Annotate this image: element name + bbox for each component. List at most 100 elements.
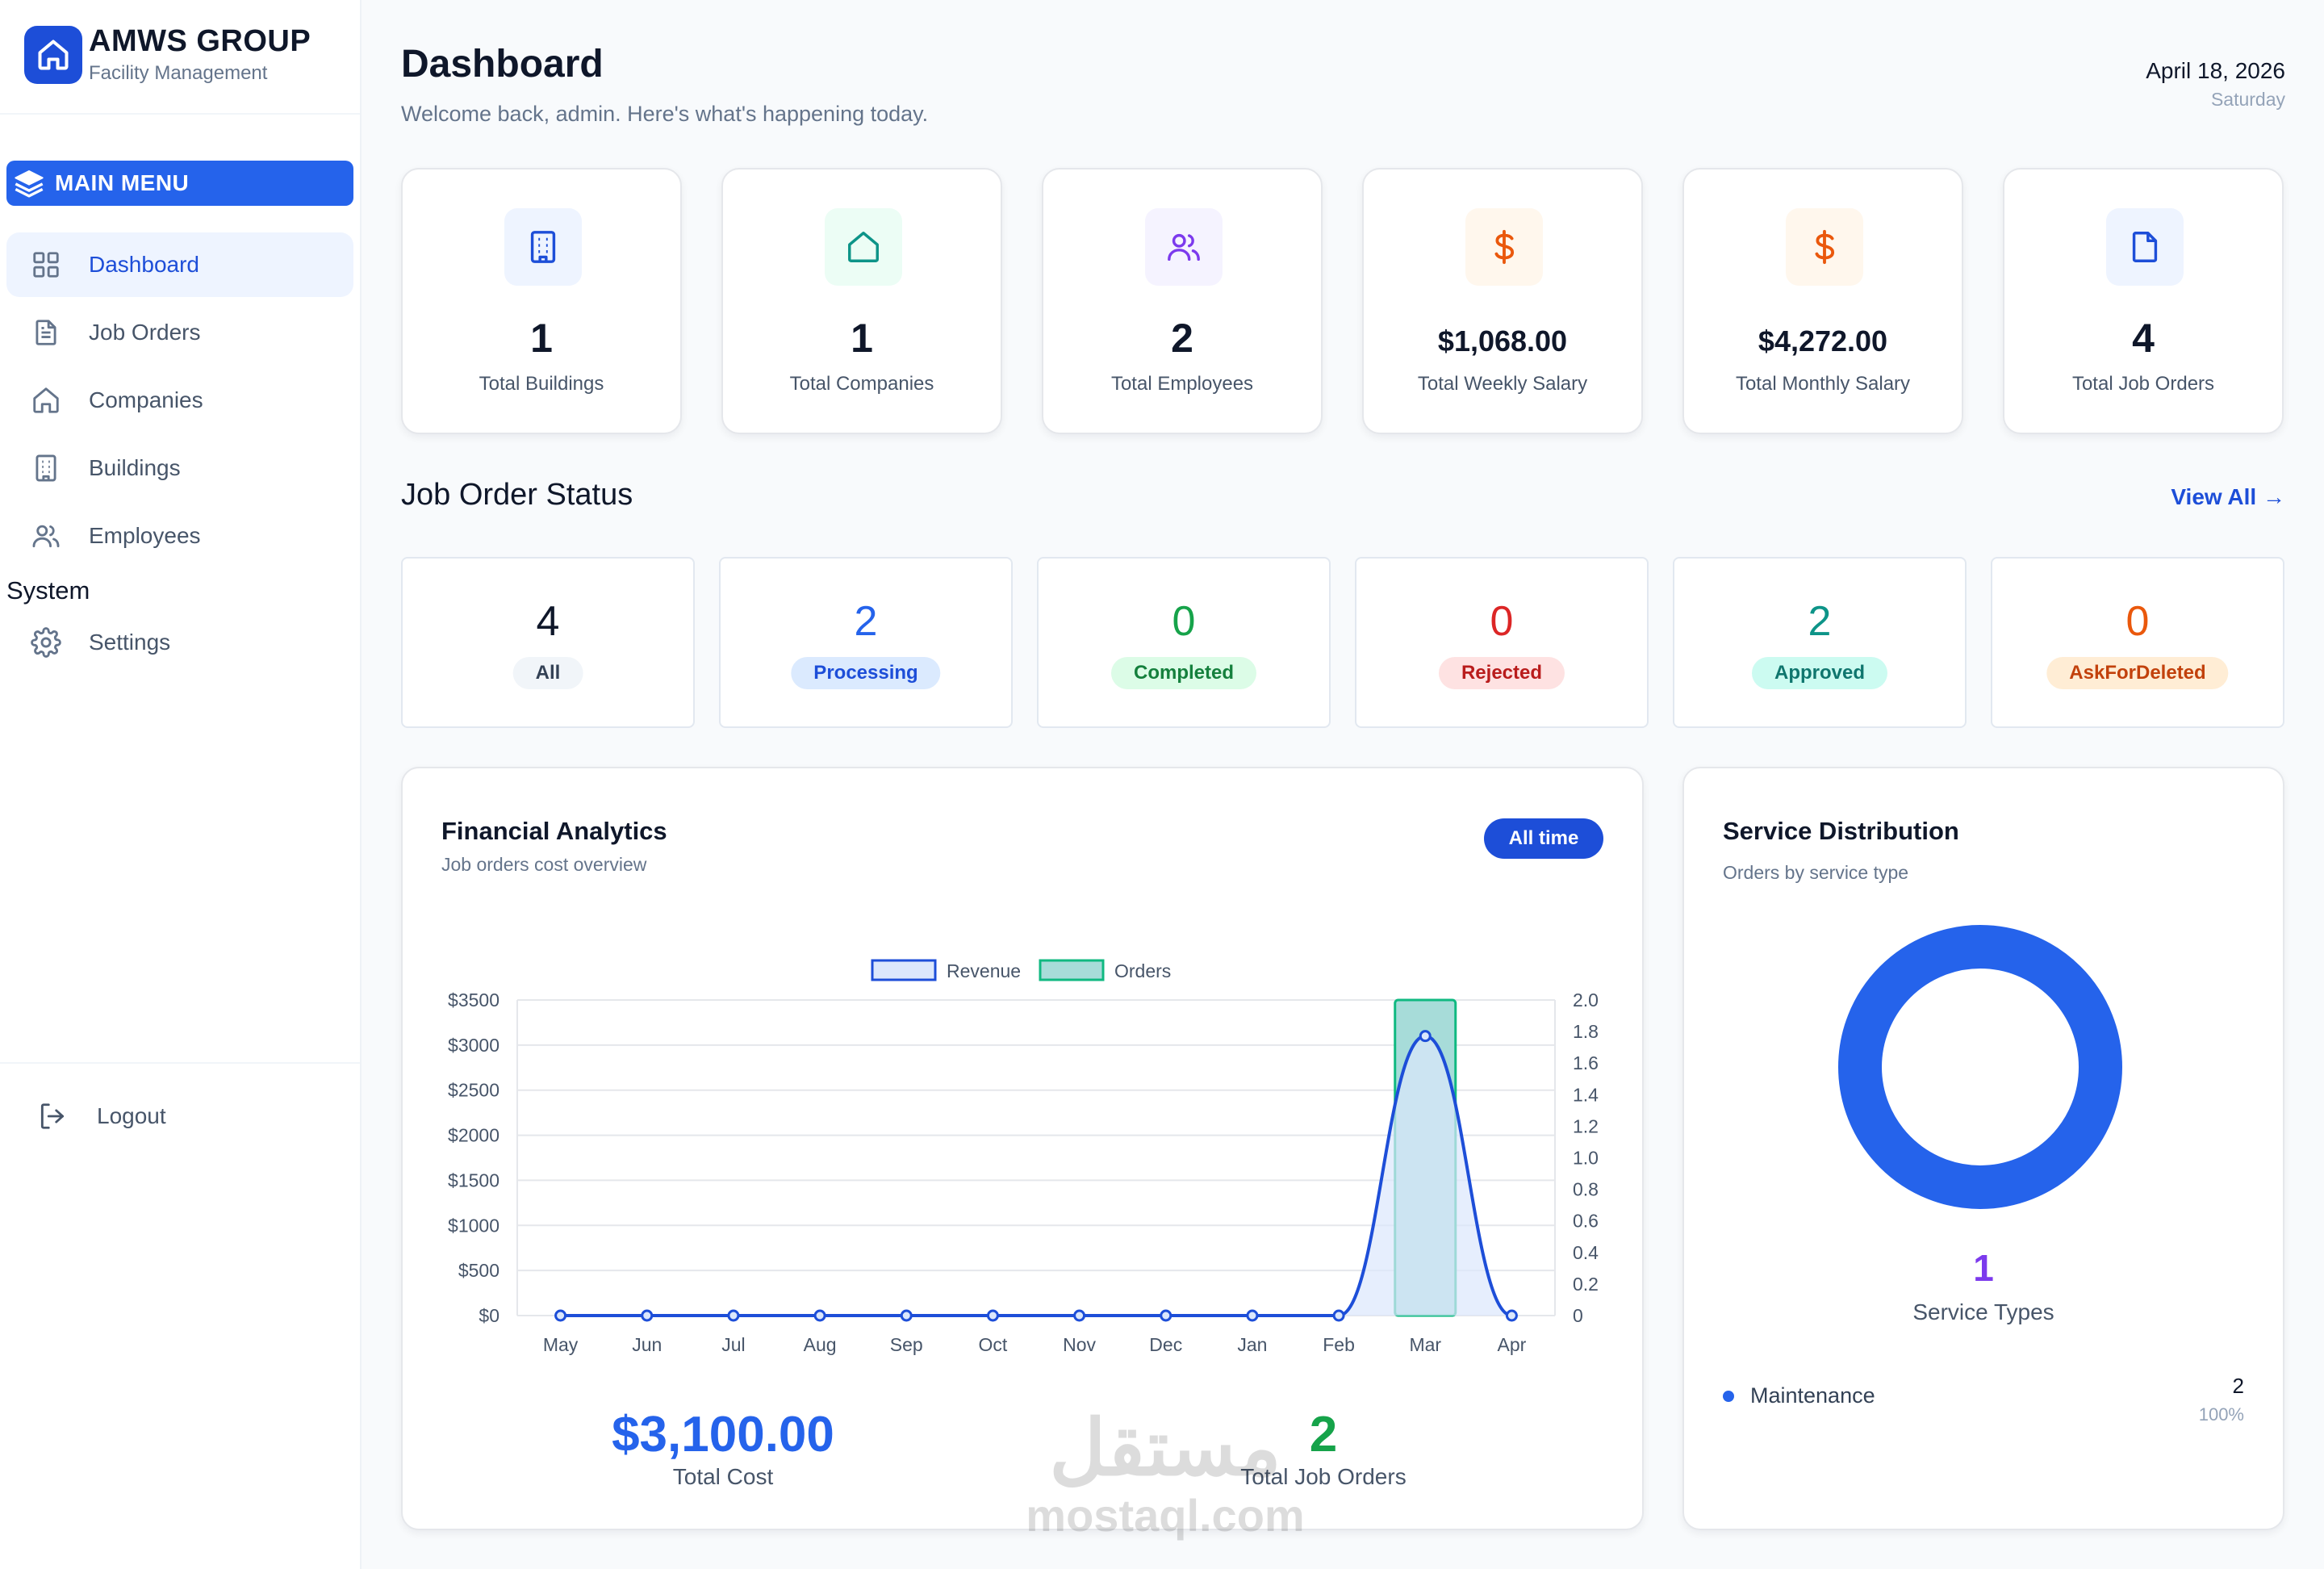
sidebar-item-label: Job Orders [89, 320, 201, 345]
status-count: 0 [2125, 598, 2150, 645]
stat-card-employees[interactable]: 2 Total Employees [1042, 168, 1323, 434]
area-revenue [560, 1036, 1512, 1316]
status-card-askfordeleted[interactable]: 0 AskForDeleted [1991, 557, 2284, 728]
stat-card-companies[interactable]: 1 Total Companies [721, 168, 1002, 434]
home-logo-icon [24, 25, 82, 84]
y-right-tick-label: 0 [1573, 1305, 1583, 1326]
sidebar-item-label: Employees [89, 523, 201, 548]
document-icon [36, 320, 56, 345]
sidebar-item-label: Dashboard [89, 252, 199, 277]
total-orders-value: 2 [1309, 1407, 1338, 1462]
stat-value: 2 [1171, 316, 1193, 361]
status-card-processing[interactable]: 2 Processing [719, 557, 1013, 728]
point-revenue [986, 1309, 999, 1322]
home-icon [33, 387, 59, 413]
stat-label: Total Job Orders [2071, 373, 2215, 395]
stat-label: Total Employees [1110, 373, 1254, 395]
y-right-tick-label: 1.0 [1573, 1148, 1599, 1169]
brand-title: AMWS GROUP [89, 24, 311, 58]
service-title: Service Distribution [1723, 817, 1959, 845]
logout-label: Logout [97, 1103, 166, 1128]
sidebar-item-dashboard[interactable]: Dashboard [6, 232, 353, 297]
layers-icon [15, 170, 44, 198]
status-badge: All [512, 657, 583, 689]
sidebar-item-settings[interactable]: Settings [6, 610, 353, 675]
y-left-tick-label: $1000 [448, 1215, 499, 1236]
sidebar-item-employees[interactable]: Employees [6, 504, 353, 568]
legend-swatch-revenue [871, 959, 937, 981]
status-count: 2 [1808, 598, 1832, 645]
status-badge: Rejected [1438, 657, 1565, 689]
status-card-approved[interactable]: 2 Approved [1673, 557, 1967, 728]
x-tick-label: Dec [1149, 1334, 1182, 1355]
stat-value: $1,068.00 [1437, 324, 1568, 358]
status-badge: Processing [791, 657, 941, 689]
financial-chart: $0 $500 $1000 $1500 $2000 $2500 $3000 $3500 0 0.2… [448, 959, 1599, 1355]
current-day: Saturday [2210, 89, 2285, 110]
legend-swatch-orders [1039, 959, 1105, 981]
home-icon [825, 208, 902, 286]
users-icon [32, 525, 60, 548]
time-range-button[interactable]: All time [1484, 818, 1603, 859]
page-title: Dashboard [401, 43, 604, 86]
point-revenue [900, 1309, 913, 1322]
logout-icon [40, 1103, 65, 1129]
stat-card-weekly-salary[interactable]: $1,068.00 Total Weekly Salary [1362, 168, 1643, 434]
y-left-tick-label: $0 [479, 1305, 499, 1326]
x-tick-label: Apr [1498, 1334, 1527, 1355]
sidebar-item-companies[interactable]: Companies [6, 368, 353, 433]
divider [0, 113, 360, 115]
sidebar-section-system: System [6, 576, 90, 605]
status-card-completed[interactable]: 0 Completed [1037, 557, 1331, 728]
financial-title: Financial Analytics [441, 817, 667, 845]
status-count: 4 [536, 598, 560, 645]
legend-dot-icon [1723, 1390, 1734, 1402]
y-right-tick-label: 1.2 [1573, 1115, 1599, 1136]
x-tick-label: Feb [1323, 1334, 1355, 1355]
watermark: مستقل mostaql.com [1020, 1404, 1310, 1538]
sidebar-item-label: Settings [89, 630, 171, 655]
y-right-tick-label: 0.6 [1573, 1211, 1599, 1232]
main-menu-header[interactable]: MAIN MENU [6, 161, 353, 206]
service-distribution-panel: Service Distribution Orders by service t… [1682, 767, 2284, 1530]
sidebar-item-job-orders[interactable]: Job Orders [6, 300, 353, 365]
x-tick-label: Mar [1409, 1334, 1441, 1355]
x-tick-label: Aug [804, 1334, 837, 1355]
stat-card-monthly-salary[interactable]: $4,272.00 Total Monthly Salary [1682, 168, 1963, 434]
view-all-link[interactable]: View All → [2171, 484, 2285, 509]
financial-analytics-panel: Financial Analytics Job orders cost over… [401, 767, 1644, 1530]
donut-slice-maintenance[interactable] [1838, 925, 2122, 1209]
stat-card-buildings[interactable]: 1 Total Buildings [401, 168, 682, 434]
x-tick-label: May [543, 1334, 579, 1355]
stat-label: Total Monthly Salary [1735, 373, 1911, 395]
watermark-latin: mostaql.com [1026, 1490, 1305, 1541]
x-tick-label: Sep [890, 1334, 923, 1355]
gear-icon [31, 627, 61, 658]
sidebar-item-buildings[interactable]: Buildings [6, 436, 353, 500]
status-count: 0 [1172, 598, 1196, 645]
stat-value: 4 [2132, 316, 2155, 361]
logout-button[interactable]: Logout [37, 1101, 166, 1132]
users-icon [1145, 208, 1223, 286]
service-subtitle: Orders by service type [1723, 862, 1909, 883]
legend-label: Revenue [947, 960, 1021, 981]
status-card-rejected[interactable]: 0 Rejected [1355, 557, 1649, 728]
x-tick-label: Jul [721, 1334, 745, 1355]
point-revenue [813, 1309, 826, 1322]
x-tick-label: Nov [1063, 1334, 1096, 1355]
status-card-all[interactable]: 4 All [401, 557, 695, 728]
x-tick-label: Jan [1237, 1334, 1267, 1355]
status-badge: Approved [1751, 657, 1888, 689]
legend-item-maintenance[interactable]: Maintenance [1723, 1383, 1875, 1408]
y-left-tick-label: $500 [458, 1260, 499, 1281]
brand[interactable]: AMWS GROUP Facility Management [24, 24, 311, 85]
watermark-arabic: مستقل [1049, 1405, 1281, 1492]
building-icon [504, 208, 582, 286]
y-right-tick-label: 0.2 [1573, 1274, 1599, 1295]
building-icon [36, 454, 56, 482]
point-revenue [1332, 1309, 1345, 1322]
point-revenue [1419, 1030, 1432, 1043]
status-badge: AskForDeleted [2046, 657, 2229, 689]
stat-value: 1 [851, 316, 873, 361]
stat-card-job-orders[interactable]: 4 Total Job Orders [2003, 168, 2284, 434]
